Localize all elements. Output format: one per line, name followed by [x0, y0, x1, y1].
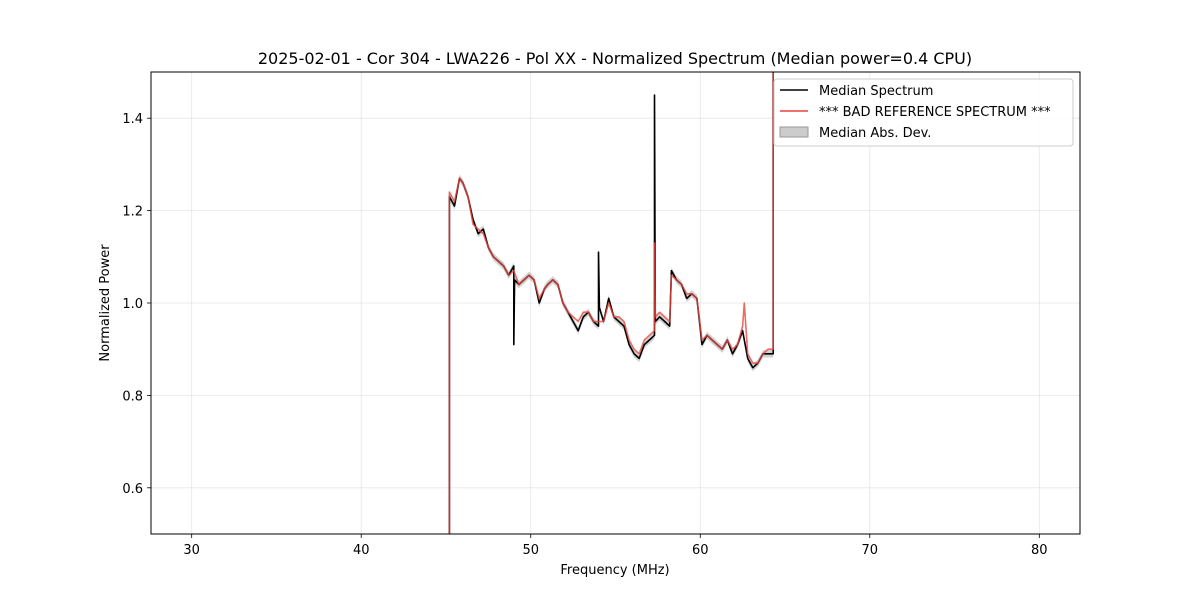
y-axis: 0.6 0.8 1.0 1.2 1.4	[122, 112, 151, 497]
y-tick-label: 0.8	[122, 389, 143, 404]
series-line-bad-reference	[448, 72, 775, 534]
x-tick-label: 30	[183, 543, 200, 558]
x-tick-label: 50	[522, 543, 539, 558]
legend-swatch-mad	[779, 126, 809, 138]
y-tick-label: 0.6	[122, 482, 143, 497]
legend-label-mad: Median Abs. Dev.	[819, 126, 931, 141]
chart-title: 2025-02-01 - Cor 304 - LWA226 - Pol XX -…	[258, 49, 972, 68]
x-tick-label: 40	[353, 543, 370, 558]
x-tick-label: 80	[1031, 543, 1048, 558]
x-tick-label: 70	[862, 543, 879, 558]
x-axis: 30 40 50 60 70 80	[183, 534, 1048, 558]
y-tick-label: 1.4	[122, 112, 143, 127]
y-tick-label: 1.0	[122, 297, 143, 312]
legend: Median Spectrum *** BAD REFERENCE SPECTR…	[773, 78, 1074, 147]
plot-area	[448, 72, 775, 534]
y-axis-label: Normalized Power	[98, 244, 113, 362]
y-tick-label: 1.2	[122, 205, 143, 220]
x-tick-label: 60	[692, 543, 709, 558]
x-axis-label: Frequency (MHz)	[560, 563, 669, 578]
legend-box	[773, 78, 1074, 147]
legend-label-bad-reference: *** BAD REFERENCE SPECTRUM ***	[819, 105, 1051, 120]
legend-label-median: Median Spectrum	[819, 84, 933, 99]
